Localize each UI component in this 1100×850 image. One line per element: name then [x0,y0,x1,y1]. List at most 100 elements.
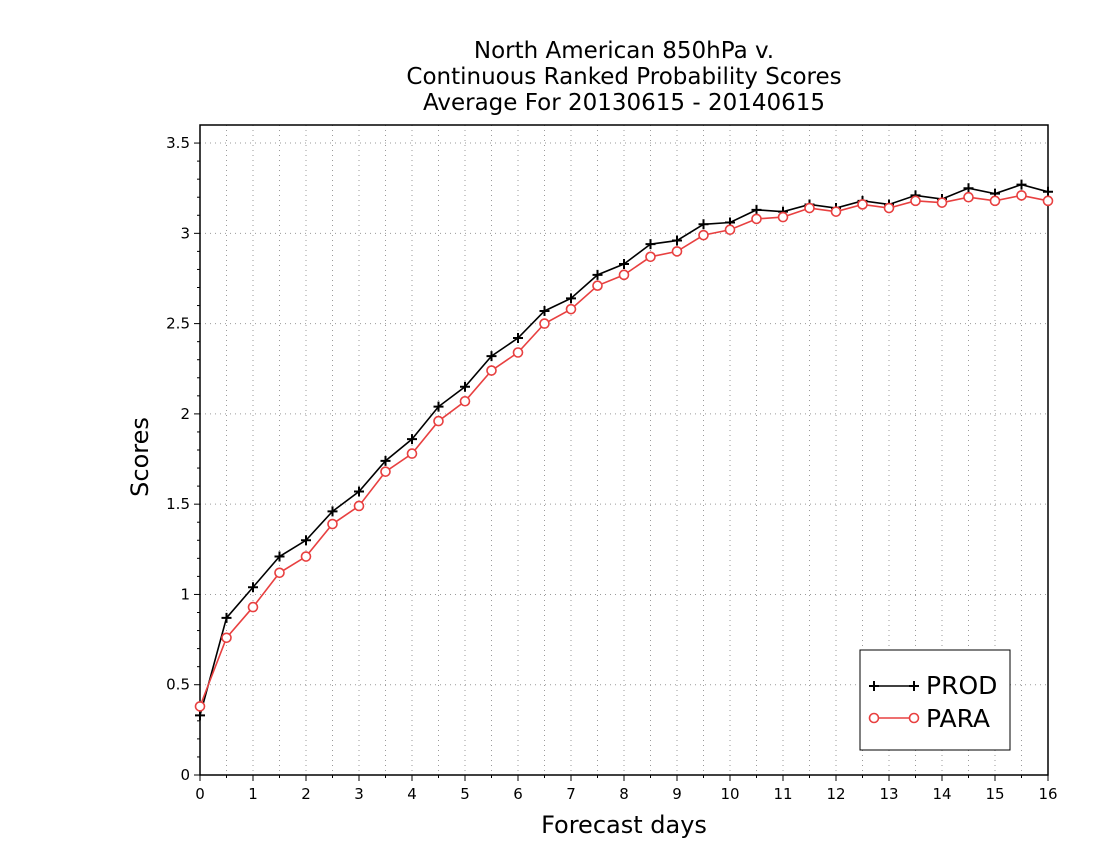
data-point-para [963,191,974,203]
x-tick-label: 3 [354,785,364,803]
data-point-para [539,318,550,329]
title-line-1: North American 850hPa v. [474,38,774,64]
data-point-prod [592,269,603,280]
data-point-para [936,197,948,208]
data-point-para [221,632,232,644]
legend-marker-para [868,712,880,724]
data-point-para [459,395,471,407]
x-tick-label: 13 [879,785,898,803]
series-lines [194,179,1054,721]
legend-box [859,649,1011,751]
data-point-prod [486,351,497,362]
x-tick-label: 5 [460,785,470,803]
legend-marker-prod [869,681,879,691]
data-point-para [618,269,630,281]
data-point-para [777,211,789,223]
x-tick-label: 1 [248,785,258,803]
y-tick-label: 1.5 [166,495,190,513]
x-axis-title: Forecast days [541,811,707,839]
data-point-para [274,567,285,579]
data-point-prod [380,455,391,466]
x-tick-label: 7 [566,785,576,803]
data-point-para [857,199,868,210]
title-line-2: Continuous Ranked Probability Scores [406,64,841,90]
data-point-para [433,415,444,427]
data-point-para [1042,195,1054,207]
y-tick-label: 3 [180,224,190,242]
data-point-prod [433,401,444,412]
data-point-prod [566,293,576,304]
y-tick-label: 0.5 [166,676,190,694]
grid [200,125,1048,775]
x-tick-label: 2 [301,785,311,803]
data-point-prod [645,239,656,250]
x-tick-label: 0 [195,785,205,803]
data-point-prod [1016,179,1027,190]
data-point-prod [672,235,682,246]
data-point-prod [751,204,762,215]
data-point-para [1016,190,1027,201]
x-tick-label: 6 [513,785,523,803]
data-point-prod [221,612,232,623]
data-point-para [592,280,603,291]
legend: PROD PARA [859,649,1011,751]
y-tick-label: 0 [180,766,190,784]
chart-title: North American 850hPa v. Continuous Rank… [406,38,841,116]
data-point-prod [1043,186,1053,197]
x-tick-label: 12 [826,785,845,803]
data-point-para [300,551,312,562]
data-point-prod [301,535,311,546]
data-point-para [247,601,259,613]
x-tick-label: 15 [985,785,1004,803]
legend-label-para: PARA [926,704,990,733]
data-point-prod [407,434,417,445]
data-point-prod [248,582,258,593]
y-tick-label: 2.5 [166,315,190,333]
data-point-prod [963,183,974,194]
data-point-para [565,303,577,315]
data-point-prod [619,259,629,270]
x-tick-label: 16 [1038,785,1057,803]
data-point-para [883,202,895,214]
data-point-para [751,213,762,225]
data-point-para [698,229,709,241]
data-point-prod [460,381,470,392]
data-point-prod [513,333,523,344]
data-point-para [194,701,206,712]
data-point-para [724,224,736,236]
data-point-prod [698,219,709,230]
data-point-para [910,195,921,207]
x-tick-label: 8 [619,785,629,803]
data-point-para [645,251,656,263]
y-tick-label: 3.5 [166,134,190,152]
legend-marker-para [908,712,920,724]
data-point-prod [327,506,338,517]
y-tick-label: 1 [180,585,190,603]
legend-marks [868,681,920,724]
data-point-prod [539,305,550,316]
plot-frame [199,124,1049,776]
legend-label-prod: PROD [926,671,997,700]
data-point-prod [354,486,364,497]
data-point-para [406,448,418,459]
data-point-prod [274,551,285,562]
x-tick-label: 10 [720,785,739,803]
x-tick-label: 11 [773,785,792,803]
legend-marker-prod [909,681,919,691]
title-line-3: Average For 20130615 - 20140615 [423,90,825,116]
x-tick-label: 4 [407,785,417,803]
data-point-para [486,365,497,376]
data-point-para [353,500,365,512]
data-point-para [671,246,683,257]
data-point-para [327,518,338,530]
data-point-prod [195,710,205,721]
y-tick-label: 2 [180,405,190,423]
data-point-para [830,206,842,217]
data-point-para [804,202,815,214]
x-tick-label: 9 [672,785,682,803]
data-point-para [512,347,524,358]
x-tick-label: 14 [932,785,951,803]
data-point-para [380,466,391,477]
